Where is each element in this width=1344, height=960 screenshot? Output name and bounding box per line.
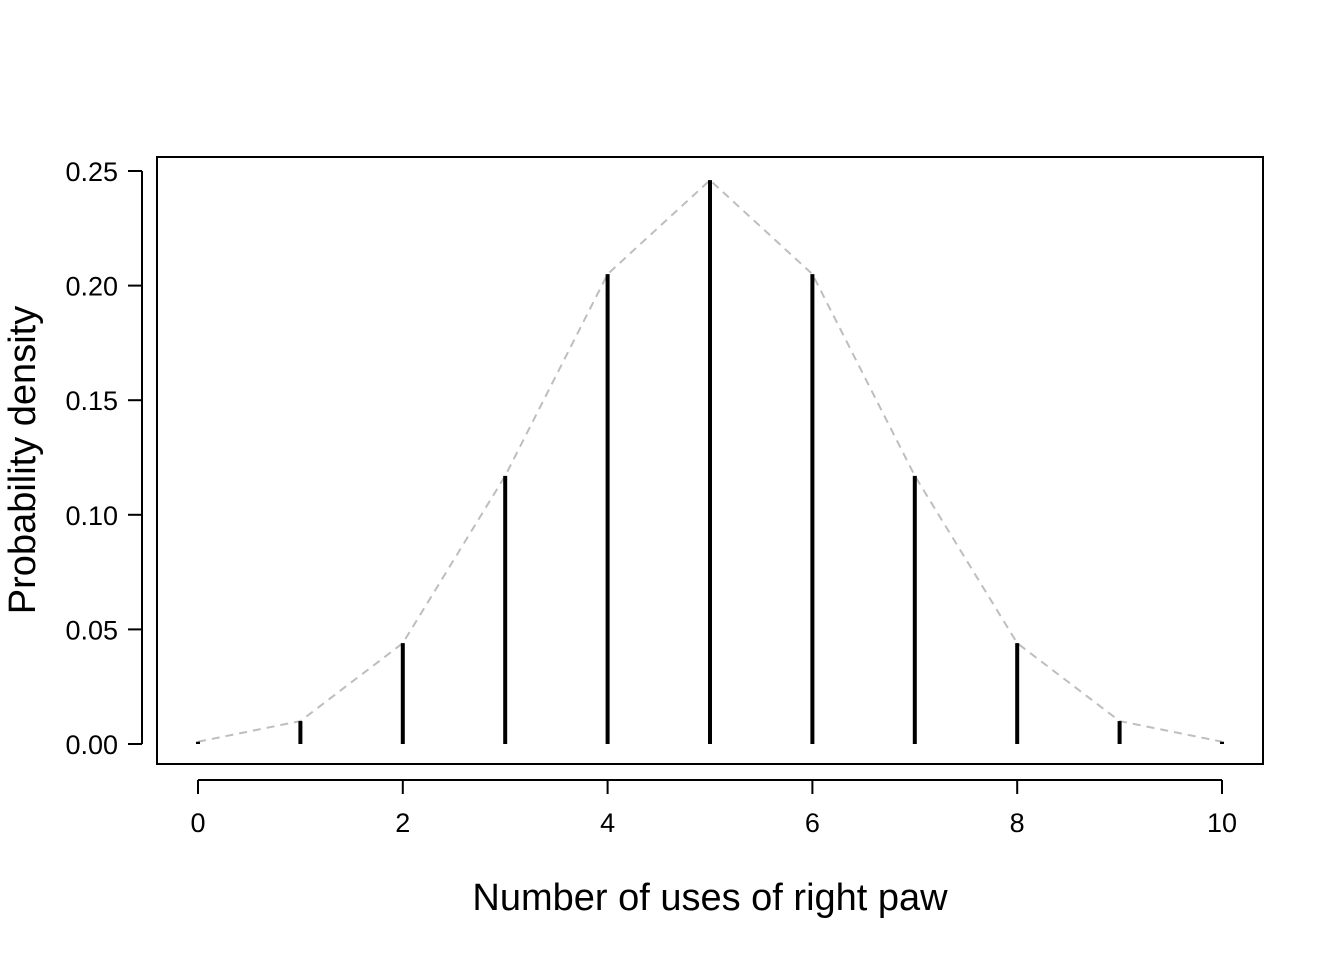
x-axis: 0 2 4 6 8 10 (190, 779, 1237, 838)
plot-frame (156, 156, 1264, 765)
y-tick-label: 0.05 (65, 615, 118, 645)
x-tick-label: 4 (600, 808, 615, 838)
bars-group (196, 180, 1224, 744)
x-tick-label: 8 (1010, 808, 1025, 838)
y-axis: 0.00 0.05 0.10 0.15 0.20 0.25 (65, 157, 143, 760)
x-tick-label: 6 (805, 808, 820, 838)
x-tick-label: 10 (1207, 808, 1237, 838)
y-tick-label: 0.20 (65, 272, 118, 302)
x-tick-label: 2 (395, 808, 410, 838)
y-tick-label: 0.10 (65, 501, 118, 531)
y-tick-label: 0.25 (65, 157, 118, 187)
y-tick-label: 0.00 (65, 730, 118, 760)
y-tick-label: 0.15 (65, 386, 118, 416)
x-axis-title: Number of uses of right paw (472, 877, 948, 919)
y-axis-title: Probability density (2, 306, 44, 614)
x-tick-label: 0 (190, 808, 205, 838)
